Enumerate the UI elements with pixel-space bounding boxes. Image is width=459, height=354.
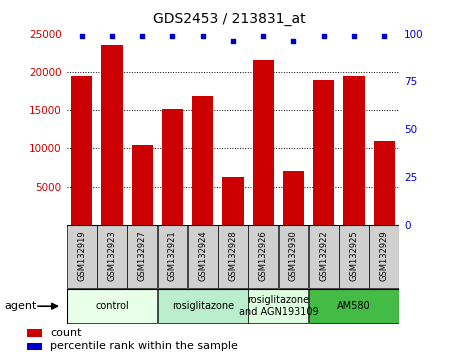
FancyBboxPatch shape [67,225,96,288]
Text: rosiglitazone
and AGN193109: rosiglitazone and AGN193109 [239,295,318,317]
Text: GSM132928: GSM132928 [229,230,237,281]
Text: GSM132926: GSM132926 [259,230,268,281]
Bar [101,45,123,225]
Point [350,33,358,38]
FancyBboxPatch shape [188,225,218,288]
Point [230,39,237,44]
Bar [343,76,364,225]
Point [259,33,267,38]
FancyBboxPatch shape [97,225,127,288]
Point [169,33,176,38]
Point [199,33,207,38]
Text: GSM132929: GSM132929 [380,230,389,281]
Text: GSM132921: GSM132921 [168,230,177,281]
Bar [27,343,42,350]
Point [320,33,327,38]
Text: GSM132924: GSM132924 [198,230,207,281]
Bar [132,144,153,225]
FancyBboxPatch shape [369,225,399,288]
Bar [252,61,274,225]
Text: agent: agent [5,301,37,311]
Bar [162,109,183,225]
Text: rosiglitazone: rosiglitazone [172,301,234,311]
Point [290,39,297,44]
FancyBboxPatch shape [127,225,157,288]
Bar [283,171,304,225]
FancyBboxPatch shape [279,225,308,288]
Point [139,33,146,38]
FancyBboxPatch shape [67,289,157,323]
FancyBboxPatch shape [157,289,248,323]
Text: GSM132927: GSM132927 [138,230,147,281]
Text: GSM132922: GSM132922 [319,230,328,281]
Text: count: count [50,328,82,338]
Text: AM580: AM580 [337,301,371,311]
Text: GSM132925: GSM132925 [349,230,358,281]
Bar [27,329,42,337]
FancyBboxPatch shape [339,225,369,288]
FancyBboxPatch shape [248,225,278,288]
Bar [222,177,244,225]
Text: GDS2453 / 213831_at: GDS2453 / 213831_at [153,12,306,27]
Bar [374,141,395,225]
Point [381,33,388,38]
Text: GSM132919: GSM132919 [77,230,86,281]
Text: GSM132930: GSM132930 [289,230,298,281]
FancyBboxPatch shape [157,225,187,288]
Bar [192,96,213,225]
Point [78,33,85,38]
FancyBboxPatch shape [309,289,399,323]
Text: control: control [95,301,129,311]
FancyBboxPatch shape [218,225,248,288]
Point [108,33,116,38]
FancyBboxPatch shape [309,225,339,288]
Text: percentile rank within the sample: percentile rank within the sample [50,341,238,352]
Bar [71,76,92,225]
FancyBboxPatch shape [248,289,308,323]
Bar [313,80,334,225]
Text: GSM132923: GSM132923 [107,230,117,281]
